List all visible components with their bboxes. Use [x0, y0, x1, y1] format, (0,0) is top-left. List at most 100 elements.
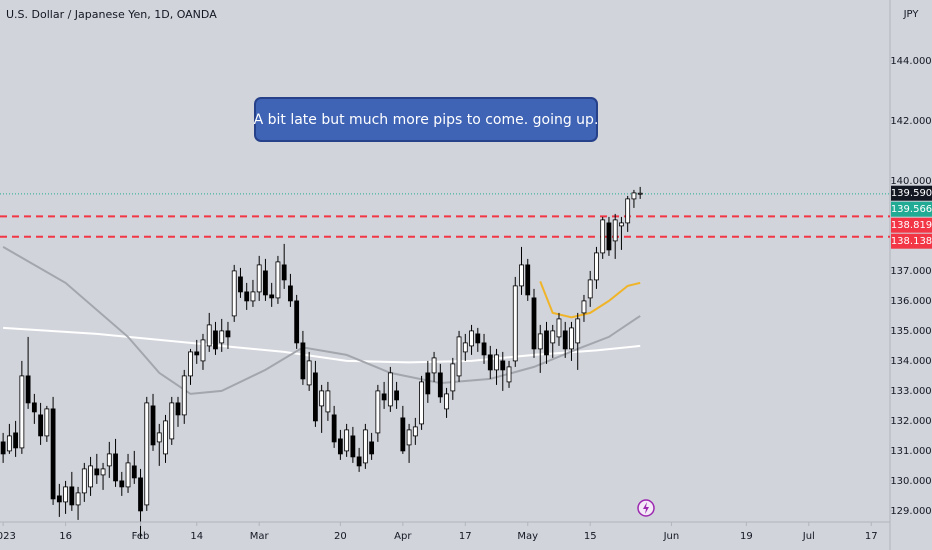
candle-body: [319, 390, 325, 407]
annotation-box: [254, 97, 598, 142]
candle-body: [594, 252, 599, 281]
candle-body: [606, 222, 612, 251]
y-tick-label: 130.000: [890, 476, 931, 487]
candle-body: [525, 264, 531, 296]
candle-body: [56, 495, 62, 503]
candle-body: [313, 372, 318, 422]
candle-body: [537, 333, 543, 350]
candle-body: [487, 354, 493, 371]
y-tick-label: 140.000: [890, 176, 931, 187]
candle-body: [481, 342, 487, 356]
y-axis-label: JPY: [903, 9, 920, 20]
candle-body: [25, 375, 31, 404]
candle-body: [194, 351, 200, 356]
x-tick-label: 17: [865, 531, 878, 542]
candle-body: [369, 441, 375, 455]
candle-body: [612, 219, 618, 242]
y-tick-label: 134.000: [890, 356, 931, 367]
candle-body: [325, 390, 331, 413]
x-tick-label: 20: [334, 531, 347, 542]
candle-body: [550, 330, 556, 344]
candle-body: [625, 198, 631, 224]
x-tick-label: 17: [459, 531, 472, 542]
candle-body: [425, 372, 431, 395]
y-tick-label: 144.000: [890, 56, 931, 67]
price-label: 138.138: [891, 236, 932, 247]
candle-body: [556, 318, 562, 338]
candle-body: [350, 435, 356, 458]
candle-body: [562, 330, 568, 350]
candle-body: [450, 363, 456, 392]
candle-body: [94, 468, 100, 476]
plot-layer: [0, 186, 890, 538]
candle-body: [6, 435, 12, 452]
candle-body: [294, 300, 300, 344]
y-tick-label: 129.000: [890, 506, 931, 517]
candle-body: [581, 300, 587, 314]
candle-body: [462, 342, 468, 353]
x-tick-label: 16: [59, 531, 72, 542]
price-label-box: [891, 185, 932, 201]
candle-body: [569, 327, 574, 350]
price-label-box: [891, 233, 932, 249]
x-tick-label: Apr: [394, 531, 412, 542]
price-label-box: [891, 217, 932, 233]
price-label: 139.590: [891, 188, 932, 199]
candle-body: [512, 285, 518, 362]
annotation: A bit late but much more pips to come. g…: [254, 112, 599, 128]
y-tick-label: 136.000: [890, 296, 931, 307]
x-tick-label: Mar: [250, 531, 270, 542]
candle-body: [619, 222, 624, 227]
candle-body: [375, 390, 381, 434]
candle-body: [106, 453, 112, 467]
candle-body: [44, 408, 50, 437]
candle-body: [437, 372, 443, 398]
candle-body: [213, 330, 218, 350]
candle-body: [100, 468, 106, 476]
candle-body: [531, 297, 537, 350]
candle-body: [188, 351, 193, 377]
price-label-box: [891, 201, 932, 217]
x-tick-label: 19: [740, 531, 753, 542]
candle-body: [69, 486, 75, 506]
x-tick-label: 14: [190, 531, 203, 542]
y-tick-label: 132.000: [890, 416, 931, 427]
x-tick-label: Feb: [132, 531, 150, 542]
candle-body: [219, 330, 225, 344]
candle-body: [475, 333, 481, 344]
event-icon: [637, 499, 655, 517]
candle-body: [637, 192, 643, 195]
candle-body: [544, 330, 549, 356]
y-tick-label: 137.000: [890, 266, 931, 277]
candle-body: [19, 375, 25, 449]
candle-body: [150, 405, 156, 446]
x-tick-label: 2023: [0, 531, 16, 542]
candle-body: [575, 318, 581, 344]
candle-body: [238, 276, 243, 293]
candle-body: [13, 432, 19, 449]
candle-body: [0, 441, 6, 455]
candle-body: [362, 429, 368, 464]
candle-body: [419, 381, 424, 425]
candle-body: [331, 414, 337, 443]
candle-body: [356, 456, 362, 467]
candle-body: [75, 492, 81, 506]
x-tick-label: Jun: [663, 531, 680, 542]
candle-body: [400, 417, 406, 452]
candle-body: [406, 429, 412, 446]
candle-body: [244, 291, 250, 302]
candle-body: [225, 330, 231, 338]
price-label: 138.819: [891, 220, 932, 231]
candle-body: [250, 291, 256, 302]
candle-body: [275, 261, 281, 299]
candle-body: [631, 192, 637, 200]
candle-body: [125, 462, 131, 488]
candle-body: [31, 402, 37, 413]
candle-body: [38, 414, 43, 437]
candle-body: [256, 264, 262, 293]
candle-body: [288, 285, 293, 302]
candle-body: [494, 354, 499, 371]
candle-body: [387, 372, 393, 407]
candle-body: [269, 294, 275, 299]
